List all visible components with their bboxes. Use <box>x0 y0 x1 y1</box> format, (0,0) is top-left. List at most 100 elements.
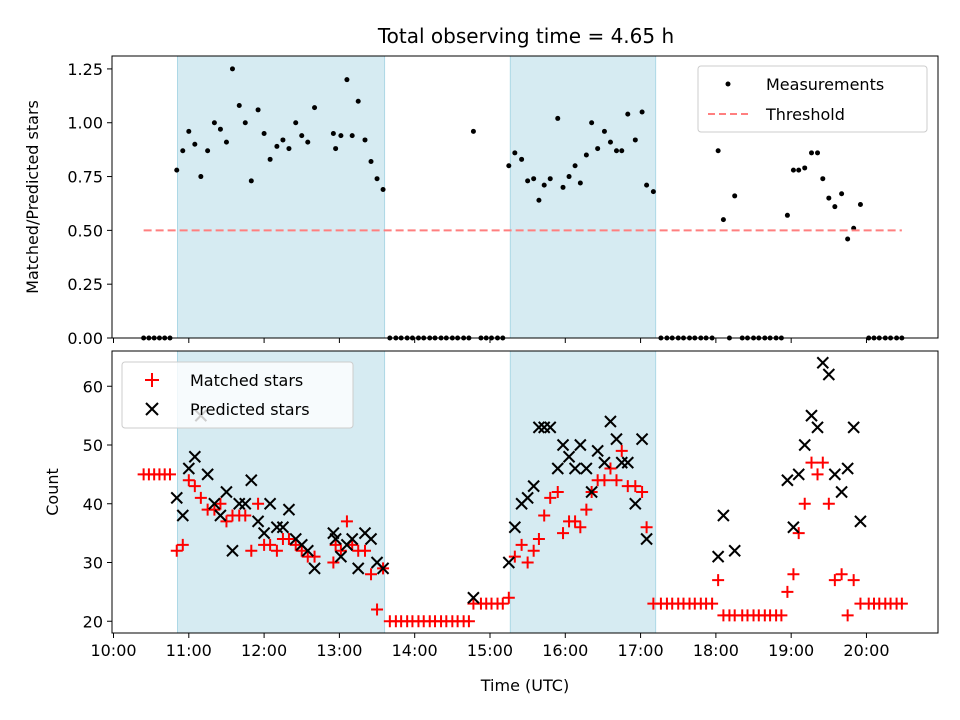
counts-y-axis-label: Count <box>43 468 62 516</box>
predicted-stars-point <box>263 497 277 510</box>
predicted-stars-point <box>352 562 365 575</box>
matched-stars-point <box>629 480 642 493</box>
measurements-point <box>186 128 192 134</box>
measurements-point <box>330 130 336 136</box>
measurements-point <box>293 120 299 126</box>
matched-stars-point <box>220 515 233 528</box>
measurements-point <box>720 217 726 223</box>
predicted-stars-point <box>591 444 604 458</box>
matched-stars-point <box>811 468 824 481</box>
measurements-point <box>784 212 790 218</box>
measurements-point <box>299 133 305 139</box>
predicted-stars-point <box>182 462 196 475</box>
predicted-stars-point <box>562 450 576 463</box>
predicted-stars-point <box>640 532 653 546</box>
measurements-point <box>790 167 796 173</box>
matched-stars-point <box>532 533 545 545</box>
matched-stars-point <box>538 509 551 522</box>
predicted-stars-point <box>556 438 570 452</box>
measurements-point <box>236 103 242 109</box>
matched-stars-point <box>239 509 252 522</box>
matched-stars-point <box>208 503 221 516</box>
measurements-point <box>826 195 832 201</box>
measurements-point <box>362 137 368 143</box>
chart-title: Total observing time = 4.65 h <box>377 24 674 48</box>
measurements-point <box>809 150 815 156</box>
measurements-point <box>531 176 537 182</box>
y-tick-label: 0.75 <box>67 168 103 187</box>
predicted-stars-point <box>711 550 725 563</box>
matched-stars-point <box>289 538 302 551</box>
measurements-point <box>632 137 638 143</box>
measurements-point <box>583 152 589 158</box>
counts-series <box>137 356 908 628</box>
matched-stars-point <box>781 585 794 598</box>
measurements-point <box>274 143 280 149</box>
measurements-point <box>644 182 650 188</box>
measurements-point <box>374 176 380 182</box>
x-tick-label: 14:00 <box>392 641 438 660</box>
measurements-point <box>349 133 355 139</box>
predicted-stars-point <box>282 503 296 516</box>
x-tick-label: 17:00 <box>618 641 664 660</box>
measurements-point <box>595 146 601 152</box>
y-tick-label: 30 <box>83 554 103 573</box>
matched-stars-point <box>496 597 509 610</box>
measurements-point <box>338 133 344 139</box>
matched-stars-point <box>358 544 371 557</box>
predicted-stars-legend-marker <box>145 402 159 416</box>
predicted-stars-point <box>781 474 794 487</box>
ratio-y-axis-label: Matched/Predicted stars <box>23 100 42 294</box>
matched-stars-point <box>521 556 534 569</box>
measurements-point <box>845 236 851 242</box>
observing-intervals-top <box>177 55 657 339</box>
matched-stars-point <box>551 486 564 498</box>
matched-stars-point <box>610 474 623 487</box>
matched-stars-point <box>515 538 528 551</box>
y-tick-label: 60 <box>83 377 103 396</box>
measurements-point <box>368 158 374 164</box>
observing-interval-1 <box>177 55 386 339</box>
measurements-point <box>525 178 531 184</box>
y-tick-label: 0.50 <box>67 221 103 240</box>
measurements-point <box>815 150 821 156</box>
matched-stars-point <box>245 544 258 557</box>
x-axis-label: Time (UTC) <box>480 676 569 695</box>
measurements-point <box>639 109 645 115</box>
measurements-point <box>732 193 738 199</box>
matched-stars-point <box>462 615 475 628</box>
measurements-point <box>470 128 476 134</box>
measurements-point <box>380 186 386 192</box>
matched-stars-point <box>798 497 811 510</box>
predicted-stars-point <box>502 556 516 569</box>
threshold-legend-label: Threshold <box>765 105 845 124</box>
matched-stars-point <box>170 544 183 557</box>
matched-stars-point <box>712 574 725 587</box>
measurements-legend-label: Measurements <box>766 75 884 94</box>
predicted-stars-point <box>629 497 642 510</box>
ratio-legend: Measurements Threshold <box>697 65 928 133</box>
counts-panel: 20 30 40 50 60 10:00 11:00 12:00 13:00 14:00 15:0… <box>43 350 939 695</box>
matched-stars-point <box>176 538 189 551</box>
measurements-point <box>560 184 566 190</box>
predicted-stars-point <box>176 509 189 522</box>
x-tick-label: 20:00 <box>843 641 889 660</box>
y-tick-label: 40 <box>83 495 103 514</box>
matched-stars-point <box>327 556 340 569</box>
predicted-stars-point <box>635 432 649 446</box>
measurements-point <box>192 141 198 147</box>
measurements-point <box>229 66 235 72</box>
ratio-x-tick-marks <box>113 338 867 343</box>
matched-stars-point <box>282 533 295 545</box>
predicted-stars-point <box>188 450 202 463</box>
predicted-stars-point <box>798 438 811 452</box>
matched-stars-legend-label: Matched stars <box>190 371 303 390</box>
matched-stars-point <box>308 550 321 563</box>
matched-stars-point <box>895 597 908 610</box>
ratio-axes-frame <box>111 55 939 339</box>
measurements-point <box>715 148 721 154</box>
y-tick-label: 0.00 <box>67 329 103 348</box>
measurements-point <box>607 139 613 145</box>
predicted-stars-point <box>301 544 314 557</box>
